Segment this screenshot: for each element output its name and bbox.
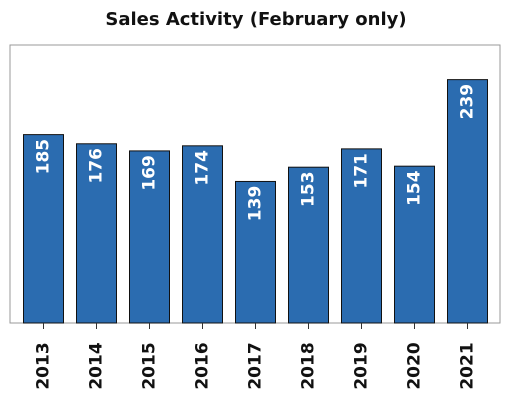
- value-label: 185: [34, 139, 54, 175]
- value-label: 176: [87, 148, 107, 184]
- x-tick-label: 2014: [87, 342, 107, 389]
- x-tick-label: 2019: [352, 342, 372, 389]
- value-label: 171: [352, 153, 372, 189]
- x-tick-label: 2021: [458, 342, 478, 389]
- value-label: 169: [140, 155, 160, 191]
- x-tick-label: 2018: [299, 342, 319, 389]
- bar: [394, 165, 435, 324]
- value-label: 139: [246, 186, 266, 222]
- x-tick-label: 2020: [405, 342, 425, 389]
- bar: [129, 150, 170, 324]
- x-tick-label: 2013: [34, 342, 54, 389]
- chart-title: Sales Activity (February only): [105, 9, 406, 30]
- bar: [288, 166, 329, 324]
- value-label: 239: [458, 84, 478, 120]
- bar: [76, 143, 117, 324]
- bar: [447, 79, 488, 324]
- x-tick-label: 2015: [140, 342, 160, 389]
- bar: [341, 148, 382, 324]
- x-tick-label: 2016: [193, 342, 213, 389]
- x-tick-label: 2017: [246, 342, 266, 389]
- value-label: 153: [299, 171, 319, 207]
- value-label: 174: [193, 150, 213, 186]
- value-label: 154: [405, 170, 425, 206]
- bar: [235, 180, 276, 324]
